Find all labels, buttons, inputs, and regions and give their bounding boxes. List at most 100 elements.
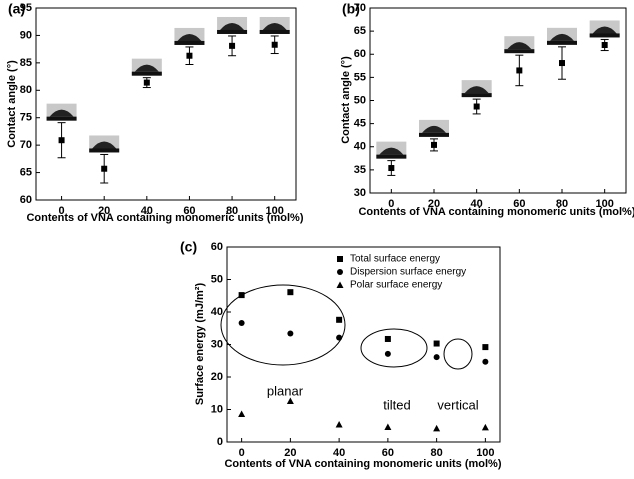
droplet-image xyxy=(592,26,617,34)
droplet-image xyxy=(89,148,120,153)
droplet-image xyxy=(46,116,77,121)
point xyxy=(516,67,523,74)
annotation: vertical xyxy=(437,397,478,412)
x-tick-label: 40 xyxy=(471,198,483,210)
group-ellipse xyxy=(220,284,346,366)
droplet-image xyxy=(177,33,202,41)
point xyxy=(286,397,294,405)
x-tick-label: 0 xyxy=(388,198,394,210)
y-tick-label: 10 xyxy=(211,403,223,415)
y-tick-label: 40 xyxy=(354,141,366,153)
droplet-image xyxy=(379,147,404,155)
droplet-image xyxy=(92,141,117,149)
point xyxy=(186,52,193,59)
point xyxy=(143,79,150,86)
point xyxy=(481,423,489,431)
y-tick-label: 30 xyxy=(211,338,223,350)
point xyxy=(229,42,236,49)
point xyxy=(238,410,246,418)
y-tick-label: 60 xyxy=(211,241,223,253)
y-tick-label: 50 xyxy=(211,273,223,285)
x-tick-label: 80 xyxy=(556,198,568,210)
x-tick-label: 20 xyxy=(428,198,440,210)
droplet-image xyxy=(174,40,205,45)
legend-marker xyxy=(336,281,344,288)
y-tick-label: 65 xyxy=(20,166,32,178)
x-tick-label: 40 xyxy=(141,205,153,217)
droplet-image xyxy=(504,49,535,54)
y-tick-label: 75 xyxy=(20,112,32,124)
point xyxy=(482,358,489,365)
point xyxy=(238,292,245,299)
droplet-image xyxy=(49,109,74,117)
x-tick-label: 100 xyxy=(595,198,613,210)
droplet-image xyxy=(461,93,492,98)
y-axis-label: Contact angle (°) xyxy=(340,56,352,144)
droplet-image xyxy=(422,125,446,133)
droplet-image xyxy=(550,33,574,41)
x-tick-label: 20 xyxy=(98,205,110,217)
point xyxy=(433,340,440,347)
x-tick-label: 80 xyxy=(226,205,238,217)
x-tick-label: 0 xyxy=(239,447,245,459)
droplet-image xyxy=(220,22,245,30)
point xyxy=(287,330,294,337)
droplet-image xyxy=(507,42,532,50)
x-axis-label: Contents of VNA containing monomeric uni… xyxy=(26,212,303,224)
legend-marker xyxy=(337,256,343,262)
legend-label: Polar surface energy xyxy=(350,280,442,291)
y-tick-label: 45 xyxy=(354,118,366,130)
droplet-image xyxy=(547,40,577,45)
point xyxy=(336,316,343,323)
x-tick-label: 40 xyxy=(333,447,345,459)
panel-label: (b) xyxy=(342,1,360,17)
y-tick-label: 60 xyxy=(354,48,366,60)
plot-frame xyxy=(369,7,627,194)
point xyxy=(433,354,440,361)
droplet-image xyxy=(589,33,620,38)
point xyxy=(388,165,395,172)
point xyxy=(384,350,391,357)
point xyxy=(336,334,343,341)
point xyxy=(384,423,392,431)
plot-frame xyxy=(35,7,297,201)
point xyxy=(384,335,391,342)
droplet-image xyxy=(131,71,162,76)
x-tick-label: 0 xyxy=(59,205,65,217)
point xyxy=(271,41,278,48)
group-ellipse xyxy=(360,328,428,368)
annotation: planar xyxy=(267,383,304,398)
point xyxy=(473,103,480,110)
legend-marker xyxy=(337,269,343,275)
y-tick-label: 95 xyxy=(20,2,32,14)
y-tick-label: 85 xyxy=(20,57,32,69)
legend-label: Dispersion surface energy xyxy=(350,267,466,278)
point xyxy=(58,137,65,144)
y-tick-label: 90 xyxy=(20,29,32,41)
y-tick-label: 0 xyxy=(217,436,223,448)
x-axis-label: Contents of VNA containing monomeric uni… xyxy=(358,206,634,218)
droplet-image xyxy=(259,29,290,34)
y-tick-label: 60 xyxy=(20,194,32,206)
y-tick-label: 70 xyxy=(20,139,32,151)
x-tick-label: 60 xyxy=(382,447,394,459)
y-tick-label: 30 xyxy=(354,187,366,199)
point xyxy=(101,165,108,172)
droplet-image xyxy=(217,29,248,34)
point xyxy=(601,42,608,48)
annotation: tilted xyxy=(383,397,410,412)
droplet-image xyxy=(262,22,287,30)
droplet-image xyxy=(134,64,159,72)
panel-label: (c) xyxy=(180,239,197,255)
point xyxy=(431,141,437,148)
y-tick-label: 70 xyxy=(354,2,366,14)
y-tick-label: 20 xyxy=(211,371,223,383)
x-axis-label: Contents of VNA containing monomeric uni… xyxy=(224,458,501,470)
point xyxy=(482,344,489,351)
droplet-image xyxy=(376,154,407,159)
point xyxy=(559,60,565,67)
y-tick-label: 40 xyxy=(211,306,223,318)
y-tick-label: 80 xyxy=(20,84,32,96)
y-axis-label: Contact angle (°) xyxy=(6,60,18,148)
x-tick-label: 60 xyxy=(183,205,195,217)
